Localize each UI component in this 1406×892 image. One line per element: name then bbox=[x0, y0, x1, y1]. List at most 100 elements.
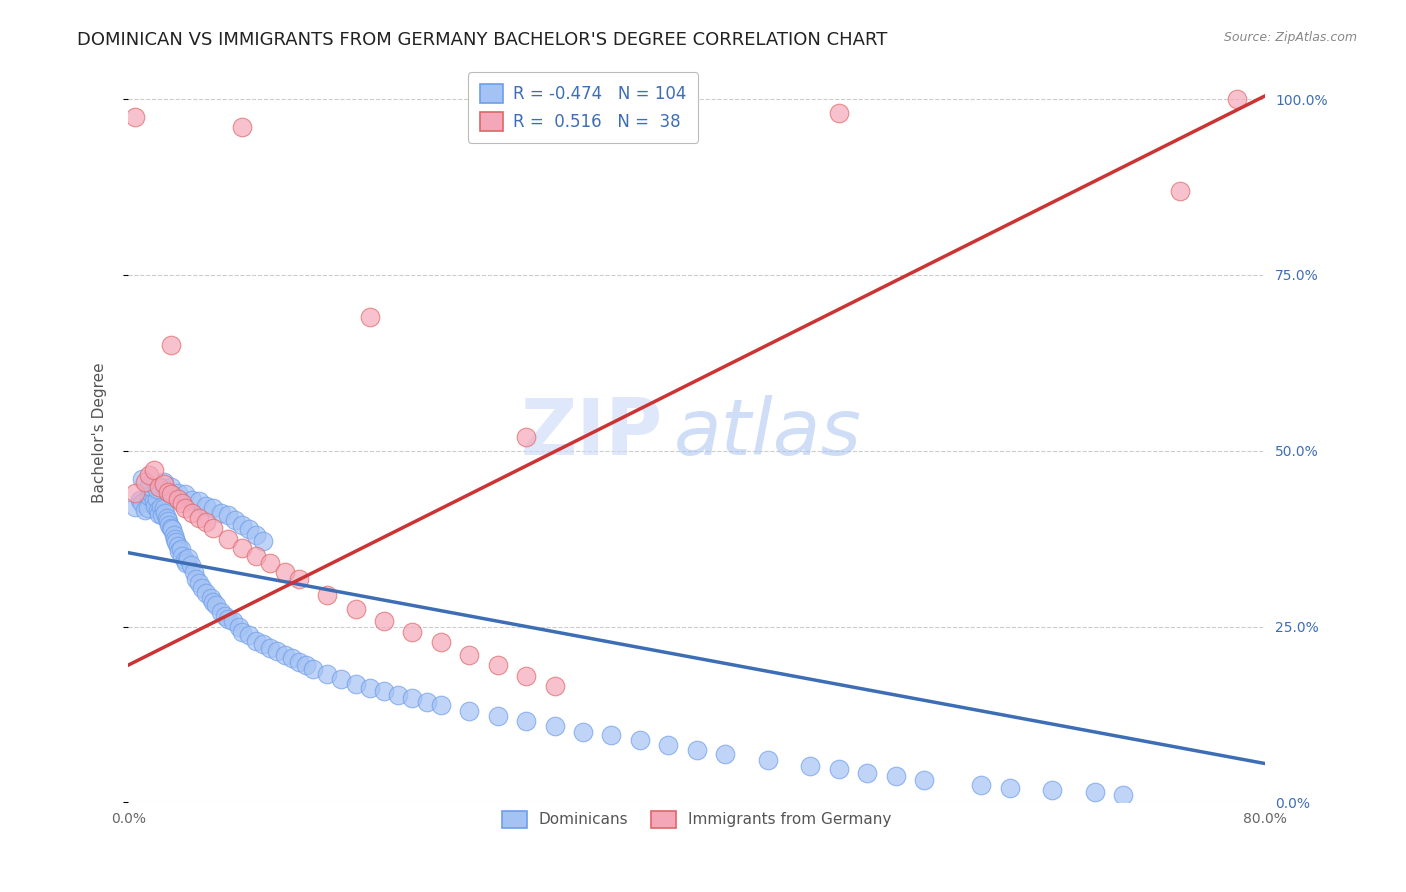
Point bbox=[628, 733, 651, 747]
Point bbox=[176, 556, 198, 570]
Point bbox=[287, 572, 309, 586]
Point bbox=[177, 550, 200, 565]
Point bbox=[195, 499, 218, 513]
Point bbox=[686, 742, 709, 756]
Text: ZIP: ZIP bbox=[520, 395, 662, 471]
Point bbox=[145, 491, 167, 506]
Point bbox=[515, 430, 537, 444]
Point bbox=[217, 612, 239, 626]
Point bbox=[217, 532, 239, 546]
Point bbox=[172, 496, 194, 510]
Point bbox=[157, 517, 180, 532]
Point bbox=[138, 479, 160, 493]
Point bbox=[657, 738, 679, 752]
Point bbox=[266, 644, 288, 658]
Point bbox=[174, 552, 197, 566]
Point bbox=[159, 338, 181, 352]
Point bbox=[515, 714, 537, 729]
Point bbox=[152, 477, 174, 491]
Point bbox=[486, 709, 509, 723]
Point bbox=[359, 681, 381, 696]
Point bbox=[142, 494, 165, 508]
Point bbox=[1112, 789, 1135, 803]
Point bbox=[217, 508, 239, 523]
Point bbox=[214, 609, 236, 624]
Point bbox=[238, 523, 260, 537]
Point bbox=[373, 684, 395, 698]
Point bbox=[139, 486, 162, 500]
Point bbox=[181, 506, 204, 520]
Point bbox=[714, 747, 737, 762]
Point bbox=[572, 725, 595, 739]
Point bbox=[205, 599, 228, 613]
Point bbox=[359, 310, 381, 325]
Point bbox=[222, 614, 245, 628]
Point bbox=[156, 514, 179, 528]
Point bbox=[252, 637, 274, 651]
Point bbox=[316, 667, 339, 681]
Point bbox=[884, 768, 907, 782]
Point bbox=[1168, 184, 1191, 198]
Point bbox=[188, 510, 211, 524]
Point bbox=[149, 500, 172, 514]
Point bbox=[181, 492, 204, 507]
Point bbox=[136, 501, 159, 516]
Point bbox=[828, 762, 851, 776]
Text: Source: ZipAtlas.com: Source: ZipAtlas.com bbox=[1223, 31, 1357, 45]
Point bbox=[231, 625, 253, 640]
Point bbox=[167, 491, 190, 506]
Point bbox=[163, 528, 186, 542]
Point bbox=[167, 486, 190, 500]
Point bbox=[245, 549, 267, 564]
Point bbox=[401, 625, 423, 640]
Point bbox=[142, 463, 165, 477]
Point bbox=[458, 704, 481, 718]
Point bbox=[316, 588, 339, 602]
Point bbox=[415, 695, 437, 709]
Point bbox=[143, 499, 166, 513]
Point bbox=[600, 729, 623, 743]
Point bbox=[165, 532, 187, 546]
Point bbox=[228, 619, 250, 633]
Point bbox=[828, 106, 851, 120]
Point bbox=[152, 501, 174, 516]
Text: atlas: atlas bbox=[673, 395, 862, 471]
Point bbox=[273, 565, 295, 579]
Point bbox=[401, 691, 423, 706]
Point bbox=[259, 640, 281, 655]
Point bbox=[128, 492, 150, 507]
Point bbox=[166, 535, 188, 549]
Point bbox=[146, 503, 169, 517]
Point bbox=[344, 602, 367, 616]
Point bbox=[138, 490, 160, 504]
Point bbox=[159, 487, 181, 501]
Point bbox=[287, 655, 309, 669]
Point bbox=[169, 543, 191, 558]
Point bbox=[856, 765, 879, 780]
Point bbox=[148, 480, 170, 494]
Point bbox=[998, 781, 1021, 796]
Point bbox=[134, 503, 156, 517]
Point bbox=[155, 510, 177, 524]
Point bbox=[153, 506, 176, 520]
Point bbox=[515, 669, 537, 683]
Point bbox=[224, 513, 246, 527]
Point bbox=[156, 484, 179, 499]
Point bbox=[231, 120, 253, 135]
Point bbox=[148, 507, 170, 521]
Point bbox=[245, 633, 267, 648]
Point bbox=[195, 586, 218, 600]
Point bbox=[799, 758, 821, 772]
Point bbox=[295, 658, 318, 673]
Point bbox=[344, 677, 367, 691]
Point bbox=[430, 698, 453, 713]
Point bbox=[188, 575, 211, 590]
Point bbox=[1040, 782, 1063, 797]
Point bbox=[188, 494, 211, 508]
Point bbox=[174, 487, 197, 501]
Point bbox=[202, 521, 225, 535]
Point bbox=[195, 516, 218, 530]
Text: DOMINICAN VS IMMIGRANTS FROM GERMANY BACHELOR'S DEGREE CORRELATION CHART: DOMINICAN VS IMMIGRANTS FROM GERMANY BAC… bbox=[77, 31, 887, 49]
Point bbox=[387, 689, 409, 703]
Point bbox=[131, 496, 153, 510]
